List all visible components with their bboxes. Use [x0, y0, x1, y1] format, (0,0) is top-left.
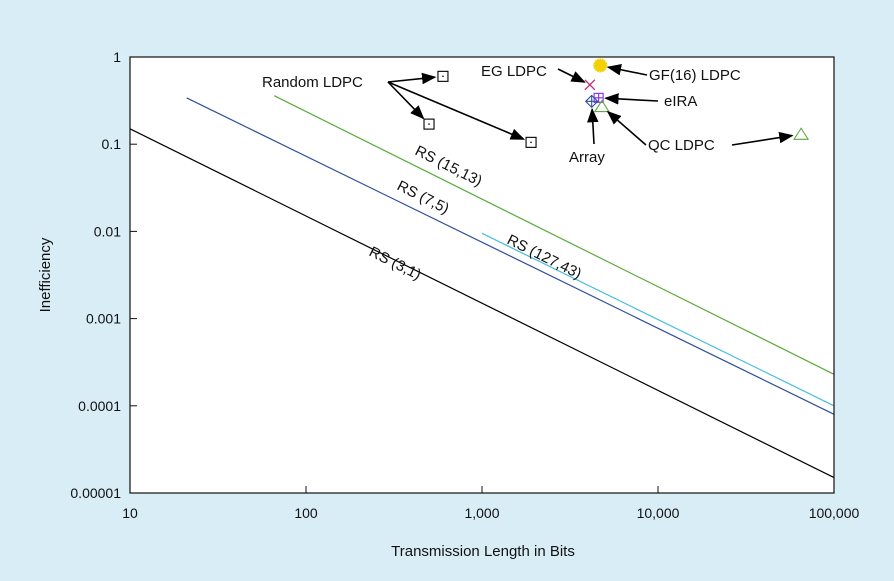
point-2: [525, 136, 537, 148]
arrow-qc-ldpc-2: [731, 131, 794, 146]
curves: [129, 95, 835, 479]
arrow-random-ldpc-2: [387, 81, 425, 120]
curve-0: [129, 128, 835, 479]
point-4: [593, 58, 608, 73]
y-tick-label-4: 0.0001: [78, 398, 121, 414]
arrow-eira: [604, 93, 659, 105]
annotation-random-ldpc: Random LDPC: [262, 74, 363, 91]
point-1: [423, 118, 435, 130]
annotation-arrows: [387, 64, 794, 146]
annotation-qc-ldpc: QC LDPC: [648, 137, 715, 154]
annotation-gf16-ldpc: GF(16) LDPC: [649, 67, 741, 84]
x-tick-label-4: 100,000: [809, 505, 860, 521]
y-tick-label-2: 0.01: [94, 223, 121, 239]
curve-2: [273, 95, 835, 375]
y-tick-label-1: 0.1: [102, 136, 122, 152]
arrow-random-ldpc-3: [387, 81, 526, 140]
x-tick-label-3: 10,000: [637, 505, 680, 521]
curve-3: [481, 232, 835, 407]
y-axis-label: Inefficiency: [37, 237, 54, 312]
point-7: [593, 99, 610, 113]
arrow-array: [587, 107, 599, 145]
data-points: [423, 58, 810, 148]
point-8: [793, 127, 810, 140]
x-tick-label-2: 1,000: [464, 505, 499, 521]
y-tick-label-5: 0.00001: [70, 485, 121, 501]
plot-area: [130, 57, 834, 493]
curve-1: [186, 97, 835, 415]
point-3: [584, 79, 596, 91]
arrow-eg-ldpc: [557, 68, 586, 83]
annotation-eira: eIRA: [664, 93, 697, 110]
x-tick-label-0: 10: [122, 505, 138, 521]
point-0: [437, 70, 449, 82]
ticks: 10 100 1,000 10,000 100,000 1 0.1 0.01 0.001 0.00…: [70, 49, 859, 521]
point-6: [584, 94, 599, 109]
x-tick-label-1: 100: [294, 505, 318, 521]
annotation-eg-ldpc: EG LDPC: [481, 63, 547, 80]
arrow-gf16-ldpc: [606, 64, 648, 76]
y-tick-label-0: 1: [113, 49, 121, 65]
x-axis-label: Transmission Length in Bits: [391, 543, 575, 560]
annotation-array: Array: [569, 149, 605, 166]
y-tick-label-3: 0.001: [86, 311, 121, 327]
arrow-random-ldpc-1: [387, 72, 437, 85]
arrow-qc-ldpc-1: [606, 110, 647, 146]
